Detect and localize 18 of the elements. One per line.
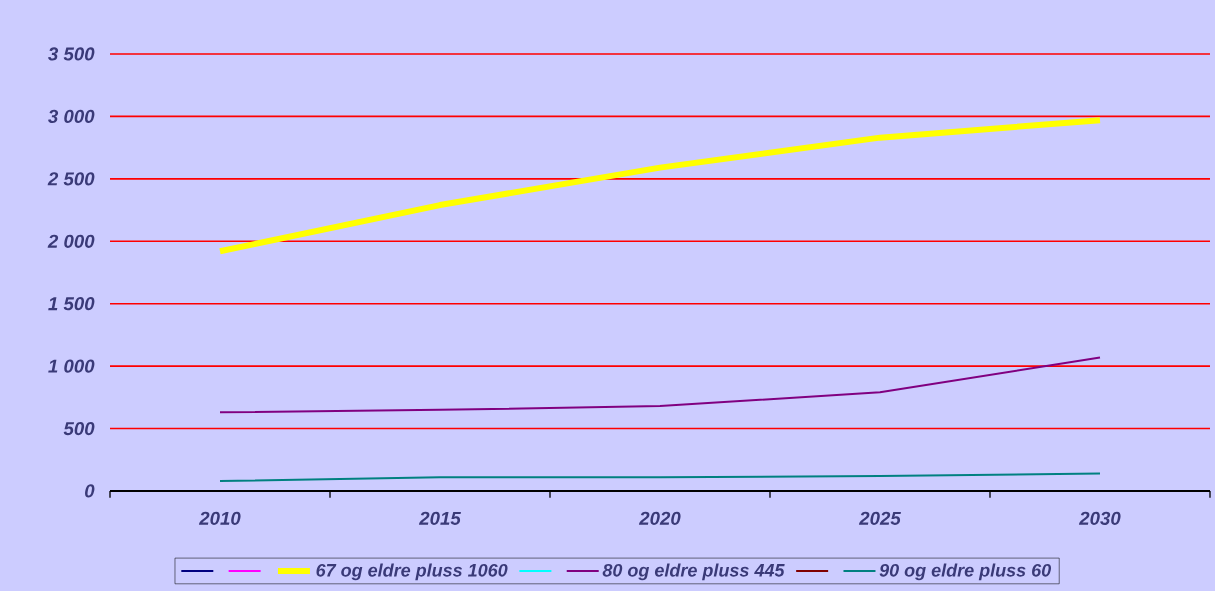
y-tick-label: 3 000 [48, 109, 95, 124]
line-series [219, 356, 1101, 414]
legend-label: 80 og eldre pluss 445 [602, 563, 785, 581]
y-tick-label: 0 [85, 484, 95, 498]
legend-label: 67 og eldre pluss 1060 [316, 563, 508, 581]
y-tick-label: 3 500 [48, 47, 95, 61]
y-tick-label: 500 [63, 421, 95, 436]
y-tick-label: 1 000 [48, 359, 95, 373]
x-tick-label: 2020 [638, 511, 681, 525]
x-tick-label: 2010 [198, 511, 241, 525]
x-tick-label: 2015 [418, 511, 461, 525]
x-tick-label: 2030 [1078, 511, 1121, 525]
x-tick-label: 2025 [858, 511, 901, 525]
y-tick-label: 2 000 [47, 234, 95, 248]
y-tick-label: 1 500 [48, 297, 95, 311]
legend-label: 90 og eldre pluss 60 [879, 563, 1052, 581]
y-tick-label: 2 500 [47, 172, 95, 186]
line-series [219, 472, 1101, 482]
